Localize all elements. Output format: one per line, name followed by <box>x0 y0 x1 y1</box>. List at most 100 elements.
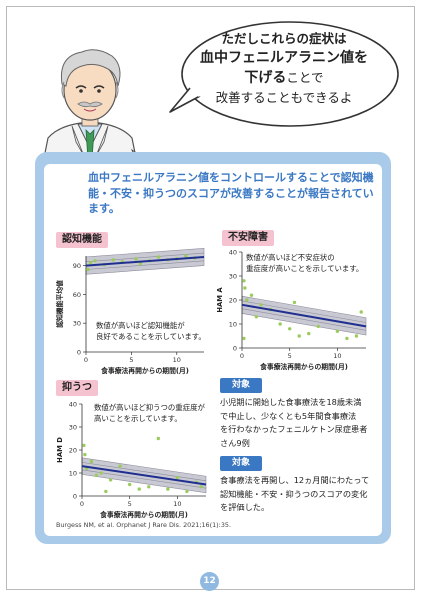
trend-line <box>85 255 205 267</box>
x-tick-label: 0 <box>80 500 84 508</box>
bubble-line-3-rest: ことで <box>286 70 324 85</box>
trend-line <box>81 465 207 486</box>
data-point <box>86 267 90 272</box>
data-point <box>292 300 297 305</box>
data-point <box>111 258 115 262</box>
x-tick-label: 10 <box>173 500 181 508</box>
y-tick-label: 30 <box>69 424 77 432</box>
x-tick-label: 5 <box>129 356 133 364</box>
data-point <box>242 279 246 283</box>
chart-cognitive: 0 30 60 90 0 5 10 食事療法再開からの期間(月) 認知機能平均値 <box>55 248 205 375</box>
bubble-line-2: 血中フェニルアラニン値を <box>200 50 368 66</box>
data-point <box>249 293 254 297</box>
data-point <box>156 436 161 441</box>
y-tick-label: 0 <box>233 345 237 353</box>
y-tick-label: 90 <box>73 262 81 270</box>
y-tick-label: 20 <box>69 447 77 455</box>
data-point <box>118 464 122 468</box>
annotation-depression: 数値が高いほど抑うつの重症度が 高いことを示しています。 <box>94 402 205 424</box>
data-point <box>82 443 86 448</box>
data-point <box>297 334 301 338</box>
confidence-line-0 <box>85 252 205 263</box>
data-point <box>278 322 282 326</box>
annotation-depression-line-2: 高いことを示しています。 <box>94 414 182 423</box>
y-tick-label: 20 <box>229 297 237 305</box>
data-point <box>88 261 93 265</box>
x-tick-label: 0 <box>84 356 88 364</box>
y-tick-label: 10 <box>229 321 237 329</box>
data-point <box>335 329 340 333</box>
confidence-line-1 <box>85 260 205 270</box>
target-text-1-line-4: さん9例 <box>220 437 250 448</box>
speech-bubble <box>169 21 399 127</box>
label-depression: 抑うつ <box>56 380 98 396</box>
trend-line <box>241 303 367 328</box>
data-point <box>242 336 246 341</box>
bubble-line-1: ただしこれらの症状は <box>221 31 347 46</box>
data-point <box>156 255 161 259</box>
bubble-line-4: 改善することもできるよ <box>215 90 353 105</box>
data-point <box>184 254 188 258</box>
bubble-line-3: 下げることで <box>166 68 402 88</box>
x-tick-label: 10 <box>173 356 181 364</box>
data-point <box>354 334 359 338</box>
annotation-cognitive-line-2: 良好であることを示しています。 <box>96 332 206 341</box>
y-axis-label: HAM A <box>216 287 224 313</box>
y-tick-label: 40 <box>69 401 77 409</box>
target-text-1-line-1: 小児期に開始した食事療法を18歳未満 <box>220 397 362 407</box>
bubble-line-3-bold: 下げる <box>244 70 287 86</box>
data-point <box>316 324 321 329</box>
annotation-cognitive: 数値が高いほど認知機能が 良好であることを示しています。 <box>96 320 206 342</box>
y-tick-label: 0 <box>77 349 81 357</box>
data-point <box>138 261 143 266</box>
data-point <box>243 286 247 290</box>
data-point <box>259 303 263 307</box>
label-anxiety: 不安障害 <box>222 230 274 246</box>
target-text-2-line-2: 認知機能・不安・抑うつのスコアの変化 <box>220 488 368 499</box>
x-axis-label: 食事療法再開からの期間(月) <box>99 510 188 519</box>
data-point <box>104 489 108 494</box>
data-point <box>245 298 249 302</box>
data-point <box>94 473 99 477</box>
annotation-anxiety-line-1: 数値が高いほど不安症状の <box>246 253 335 262</box>
annotation-anxiety: 数値が高いほど不安症状の 重症度が高いことを示しています。 <box>246 252 363 274</box>
y-tick-label: 30 <box>229 273 237 281</box>
data-point <box>345 336 349 341</box>
data-point <box>254 315 259 319</box>
data-point <box>166 487 170 491</box>
y-axis-label: 認知機能平均値 <box>55 280 64 328</box>
data-point <box>134 257 138 261</box>
data-point <box>99 471 103 475</box>
x-axis-label: 食事療法再開からの期間(月) <box>259 362 348 371</box>
data-point <box>185 489 189 494</box>
data-point <box>359 310 363 314</box>
y-tick-label: 40 <box>229 249 237 257</box>
label-cognitive: 認知機能 <box>56 232 108 248</box>
y-tick-label: 60 <box>73 291 81 299</box>
confidence-line-0 <box>81 462 207 482</box>
x-tick-label: 5 <box>128 500 132 508</box>
target-text-1-line-2: で中止し、少なくとも5年間食事療法 <box>220 410 357 421</box>
confidence-line-1 <box>241 308 367 331</box>
data-point <box>108 478 113 482</box>
target-text-1-line-3: を行わなかったフェニルケトン尿症患者 <box>220 424 368 434</box>
y-tick-label: 10 <box>69 470 77 478</box>
chart-depression: 0 10 20 30 40 0 5 10 食事療法再開からの期間(月) HAM D <box>56 401 207 519</box>
data-point <box>83 452 87 457</box>
speech-bubble-text: ただしこれらの症状は 血中フェニルアラニン値を 下げることで 改善することもでき… <box>166 30 402 108</box>
citation: Burgess NM, et al. Orphanet J Rare Dis. … <box>56 521 231 529</box>
panel-heading: 血中フェニルアラニン値をコントロールすることで認知機能・不安・抑うつのスコアが改… <box>88 171 374 215</box>
data-point <box>93 259 97 263</box>
data-point <box>127 482 132 487</box>
y-axis-label: HAM D <box>56 437 64 463</box>
target-text-2-line-1: 食事療法を再開し、12ヵ月間にわたって <box>220 475 370 485</box>
annotation-cognitive-line-1: 数値が高いほど認知機能が <box>96 321 185 330</box>
target-tag-1: 対象 <box>220 378 262 393</box>
x-tick-label: 0 <box>240 352 244 360</box>
chart-anxiety: 0 10 20 30 40 0 5 10 食事療法再開からの期間(月) HAM A <box>216 249 367 371</box>
target-text-2: 食事療法を再開し、12ヵ月間にわたって 認知機能・不安・抑うつのスコアの変化 を… <box>220 474 369 515</box>
y-tick-label: 30 <box>73 320 81 328</box>
x-tick-label: 5 <box>288 352 292 360</box>
data-point <box>137 487 141 491</box>
data-point <box>307 331 311 336</box>
